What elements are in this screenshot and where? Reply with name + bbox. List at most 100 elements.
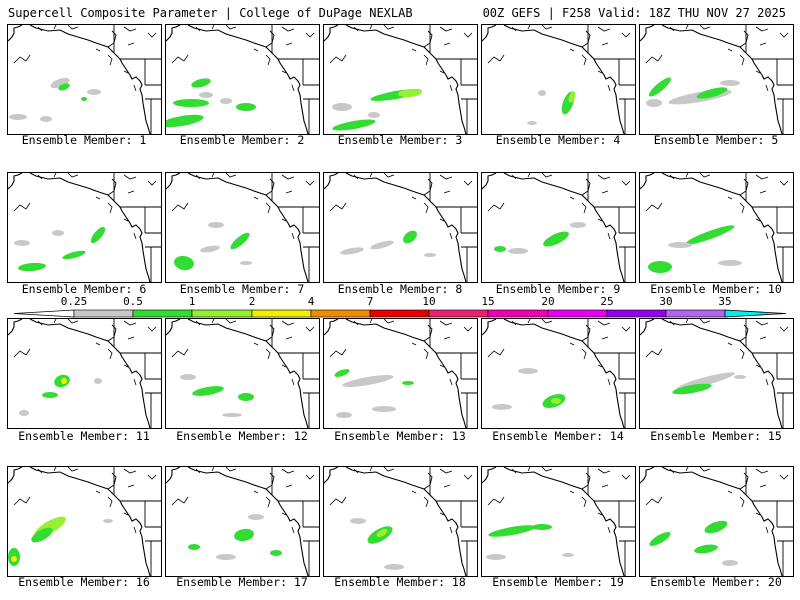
colorbar-tick-label: 35 <box>718 295 732 308</box>
scp-contour-blob <box>372 406 396 412</box>
colorbar-tick-label: 7 <box>366 295 374 308</box>
scp-contour-blob <box>368 112 380 118</box>
political-borders <box>739 467 793 576</box>
coast-detail <box>171 173 315 240</box>
scp-contour-blob <box>350 518 366 524</box>
scp-contour-blob <box>527 121 537 125</box>
scp-contour-blob <box>174 255 194 271</box>
scp-contour-blob <box>270 550 282 556</box>
colorbar-tick-label: 0.25 <box>60 295 88 308</box>
scp-contour-blob <box>492 404 512 410</box>
ensemble-map-panel <box>165 466 320 577</box>
scp-contour-blob <box>234 528 254 542</box>
political-borders <box>265 319 319 428</box>
map-svg <box>640 25 793 134</box>
ensemble-member-label: Ensemble Member: 9 <box>495 282 621 296</box>
colorbar-max-arrow <box>724 309 787 318</box>
map-svg <box>482 467 635 576</box>
map-svg <box>640 467 793 576</box>
scp-contour-blob <box>199 92 213 98</box>
political-borders <box>581 319 635 428</box>
political-borders <box>265 173 319 282</box>
coastline <box>324 319 467 428</box>
ensemble-member-label: Ensemble Member: 7 <box>179 282 305 296</box>
chart-title: Supercell Composite Parameter | College … <box>8 6 413 20</box>
scp-contour-blob <box>494 246 506 252</box>
scp-contour-blob <box>720 80 740 86</box>
ensemble-member-label: Ensemble Member: 12 <box>176 429 308 443</box>
scp-contour-blob <box>192 386 224 396</box>
political-borders <box>107 467 161 576</box>
ensemble-map-panel <box>323 466 478 577</box>
coastline <box>8 173 151 282</box>
coast-detail <box>13 25 157 92</box>
colorbar-tick-label: 4 <box>307 295 315 308</box>
map-svg <box>166 319 319 428</box>
ensemble-map-panel <box>7 466 162 577</box>
coastline <box>8 25 151 134</box>
ensemble-member-label: Ensemble Member: 8 <box>337 282 463 296</box>
scp-contour-blob <box>486 554 506 560</box>
scp-contour-blob <box>230 232 250 250</box>
political-borders <box>265 25 319 134</box>
coastline <box>166 319 309 428</box>
scp-contour-blob <box>208 222 224 228</box>
coastline <box>640 25 783 134</box>
scp-contour-blob <box>488 525 536 537</box>
coastline <box>166 467 309 576</box>
scp-contour-blob <box>18 262 46 272</box>
ensemble-map-panel <box>323 318 478 429</box>
scp-contour-blob <box>543 231 569 247</box>
ensemble-member-label: Ensemble Member: 11 <box>18 429 150 443</box>
colorbar <box>13 309 787 318</box>
scp-contour-blob <box>694 544 718 554</box>
scp-contour-blob <box>62 250 86 260</box>
coast-detail <box>645 173 789 240</box>
ensemble-member-label: Ensemble Member: 15 <box>650 429 782 443</box>
scp-contour-blob <box>646 99 662 107</box>
scp-contour-blob <box>402 381 414 385</box>
ensemble-member-label: Ensemble Member: 13 <box>334 429 466 443</box>
map-svg <box>166 25 319 134</box>
scp-contour-blob <box>568 91 576 103</box>
map-svg <box>8 467 161 576</box>
coastline <box>640 173 783 282</box>
colorbar-min-arrow <box>13 309 75 318</box>
scp-contour-blob <box>718 260 742 266</box>
coast-detail <box>171 467 315 534</box>
scp-contour-blob <box>508 248 528 254</box>
map-svg <box>324 467 477 576</box>
ensemble-member-label: Ensemble Member: 18 <box>334 575 466 589</box>
scp-contour-blob <box>61 378 67 384</box>
scp-contour-blob <box>19 410 29 416</box>
coastline <box>324 25 467 134</box>
ensemble-member-label: Ensemble Member: 6 <box>21 282 147 296</box>
ensemble-member-label: Ensemble Member: 17 <box>176 575 308 589</box>
coast-detail <box>13 467 157 534</box>
political-borders <box>581 467 635 576</box>
political-borders <box>581 173 635 282</box>
scp-contour-blob <box>40 116 52 122</box>
coast-detail <box>487 467 631 534</box>
ensemble-map-panel <box>7 172 162 283</box>
scp-contour-blob <box>216 554 236 560</box>
coastline <box>640 319 783 428</box>
colorbar-tick-label: 20 <box>541 295 555 308</box>
ensemble-member-label: Ensemble Member: 3 <box>337 133 463 147</box>
scp-contour-blob <box>52 230 64 236</box>
ensemble-member-label: Ensemble Member: 20 <box>650 575 782 589</box>
colorbar-tick-label: 2 <box>248 295 256 308</box>
ensemble-member-label: Ensemble Member: 4 <box>495 133 621 147</box>
scp-contour-blob <box>403 230 417 244</box>
map-svg <box>640 173 793 282</box>
ensemble-map-panel <box>323 172 478 283</box>
ensemble-map-panel <box>165 318 320 429</box>
scp-contour-blob <box>562 553 574 557</box>
scp-contour-blob <box>376 529 388 537</box>
scp-contour-blob <box>42 392 58 398</box>
scp-contour-blob <box>200 245 220 253</box>
political-borders <box>581 25 635 134</box>
scp-contour-blob <box>685 225 735 245</box>
scp-contour-blob <box>370 240 394 250</box>
scp-contour-blob <box>648 261 672 273</box>
